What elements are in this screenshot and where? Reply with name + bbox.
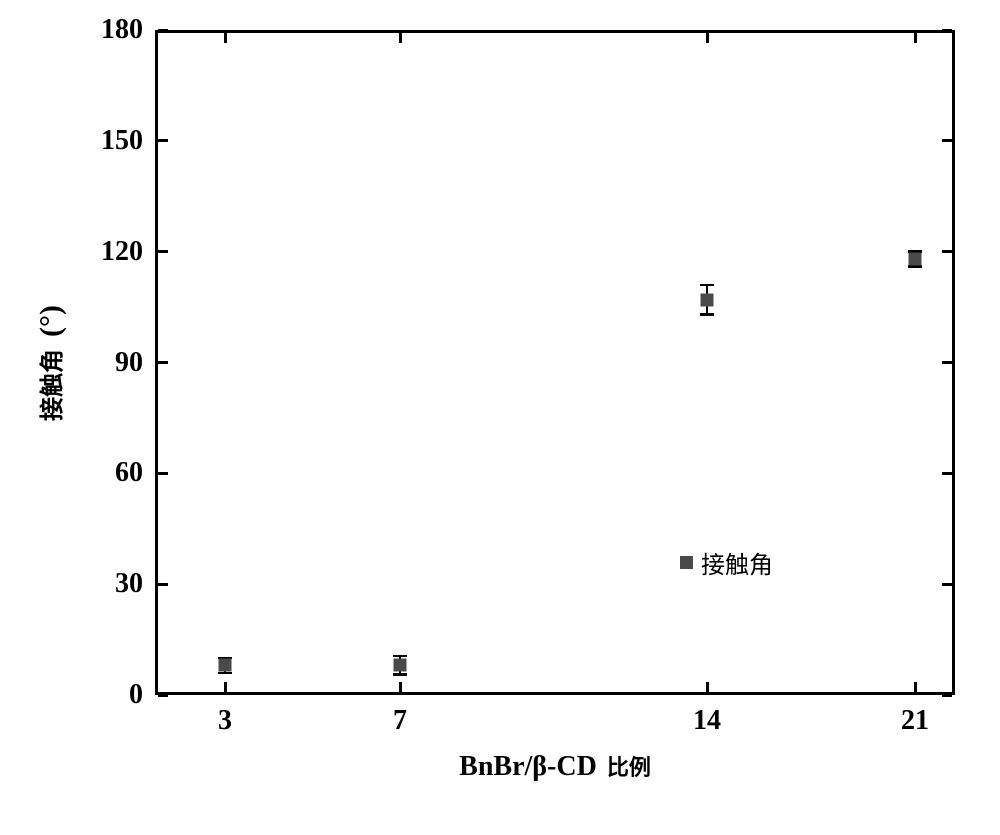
y-tick — [158, 583, 168, 586]
error-bar-cap — [908, 265, 922, 268]
chart-container: 接触角 (°) BnBr/β-CD 比例 0 30 60 90 120 150 180 3 7 1… — [0, 0, 1000, 835]
x-tick-top — [914, 33, 917, 43]
y-tick-label: 120 — [101, 236, 143, 268]
y-tick-label: 60 — [115, 457, 143, 489]
data-point — [909, 253, 922, 266]
data-point — [219, 659, 232, 672]
y-tick — [158, 472, 168, 475]
y-axis-label-unit: (°) — [34, 305, 67, 337]
x-tick-top — [706, 33, 709, 43]
y-tick — [158, 694, 168, 697]
x-axis-label-suffix: 比例 — [607, 755, 651, 780]
y-axis-label: 接触角 (°) — [32, 305, 68, 421]
x-tick — [224, 682, 227, 692]
y-tick — [158, 361, 168, 364]
error-bar-cap — [700, 313, 714, 316]
y-tick-right — [942, 29, 952, 32]
x-tick-label: 7 — [393, 705, 407, 737]
x-tick — [914, 682, 917, 692]
y-tick-right — [942, 139, 952, 142]
y-tick-label: 30 — [115, 568, 143, 600]
y-tick — [158, 250, 168, 253]
x-tick-label: 3 — [218, 705, 232, 737]
data-point — [394, 659, 407, 672]
x-tick — [706, 682, 709, 692]
legend-marker — [680, 556, 693, 569]
y-tick — [158, 29, 168, 32]
data-point — [701, 293, 714, 306]
y-tick-right — [942, 361, 952, 364]
y-tick-right — [942, 250, 952, 253]
x-tick-label: 14 — [693, 705, 721, 737]
y-tick-right — [942, 694, 952, 697]
y-tick-label: 0 — [129, 679, 143, 711]
x-axis-label-main: BnBr/β-CD — [459, 751, 597, 782]
error-bar-cap — [700, 284, 714, 287]
y-tick-label: 150 — [101, 125, 143, 157]
y-tick-right — [942, 583, 952, 586]
legend: 接触角 — [680, 545, 773, 580]
x-tick — [399, 682, 402, 692]
x-axis-label: BnBr/β-CD 比例 — [459, 750, 651, 783]
error-bar-cap — [218, 672, 232, 675]
y-tick-right — [942, 472, 952, 475]
error-bar-cap — [393, 655, 407, 658]
y-tick-label: 180 — [101, 14, 143, 46]
legend-text: 接触角 — [701, 545, 773, 580]
y-tick-label: 90 — [115, 347, 143, 379]
y-tick — [158, 139, 168, 142]
x-tick-top — [224, 33, 227, 43]
x-tick-top — [399, 33, 402, 43]
y-axis-label-prefix: 接触角 — [40, 348, 66, 420]
x-tick-label: 21 — [901, 705, 929, 737]
error-bar-cap — [393, 673, 407, 676]
